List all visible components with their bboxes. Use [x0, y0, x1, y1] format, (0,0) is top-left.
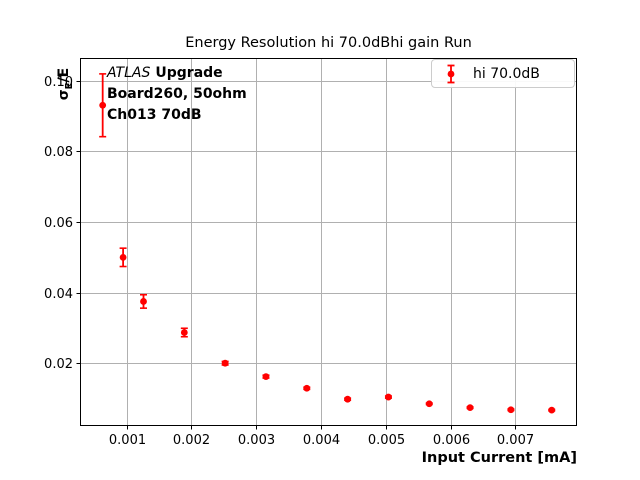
- data-point: [385, 393, 392, 401]
- data-point: [262, 373, 270, 381]
- chart-title: Energy Resolution hi 70.0dBhi gain Run: [185, 35, 472, 51]
- annotation-line-2: Board260, 50ohm: [107, 86, 247, 102]
- data-point: [466, 404, 474, 412]
- y-tick-label: 0.10: [44, 75, 73, 90]
- annotation-line-1: ATLAS Upgrade: [107, 63, 247, 84]
- data-point: [507, 406, 515, 414]
- x-tick-label: 0.005: [368, 433, 405, 448]
- x-tick-label: 0.003: [238, 433, 275, 448]
- annotation-upgrade: Upgrade: [155, 65, 223, 81]
- annotation: ATLAS Upgrade Board260, 50ohm Ch013 70dB: [107, 63, 247, 126]
- ylabel-subscript: E: [63, 82, 75, 90]
- annotation-line-3: Ch013 70dB: [107, 107, 202, 123]
- data-point: [425, 400, 433, 408]
- legend-label: hi 70.0dB: [473, 65, 540, 82]
- y-tick-label: 0.02: [44, 357, 73, 372]
- data-point: [548, 406, 556, 414]
- data-point: [119, 253, 127, 261]
- data-point: [140, 298, 147, 305]
- x-tick-label: 0.006: [433, 433, 470, 448]
- x-tick-label: 0.007: [497, 433, 534, 448]
- errorbar-marker-icon: [447, 64, 455, 83]
- data-point: [344, 395, 352, 403]
- x-tick-label: 0.004: [303, 433, 340, 448]
- plot-frame: [80, 58, 577, 426]
- x-axis-label: Input Current [mA]: [421, 450, 577, 466]
- data-point: [303, 384, 311, 392]
- y-axis-label: σE/E: [56, 58, 75, 110]
- annotation-atlas: ATLAS: [107, 65, 151, 81]
- legend: hi 70.0dB: [431, 59, 575, 88]
- data-point: [99, 101, 107, 109]
- x-tick-label: 0.002: [173, 433, 210, 448]
- data-point: [221, 359, 229, 367]
- y-tick-label: 0.04: [44, 287, 73, 302]
- data-point: [180, 329, 188, 336]
- x-tick-label: 0.001: [109, 433, 146, 448]
- ylabel-sigma: σ: [56, 89, 72, 101]
- ylabel-rest: /E: [56, 67, 72, 83]
- y-tick-label: 0.08: [44, 145, 73, 160]
- y-tick-label: 0.06: [44, 216, 73, 231]
